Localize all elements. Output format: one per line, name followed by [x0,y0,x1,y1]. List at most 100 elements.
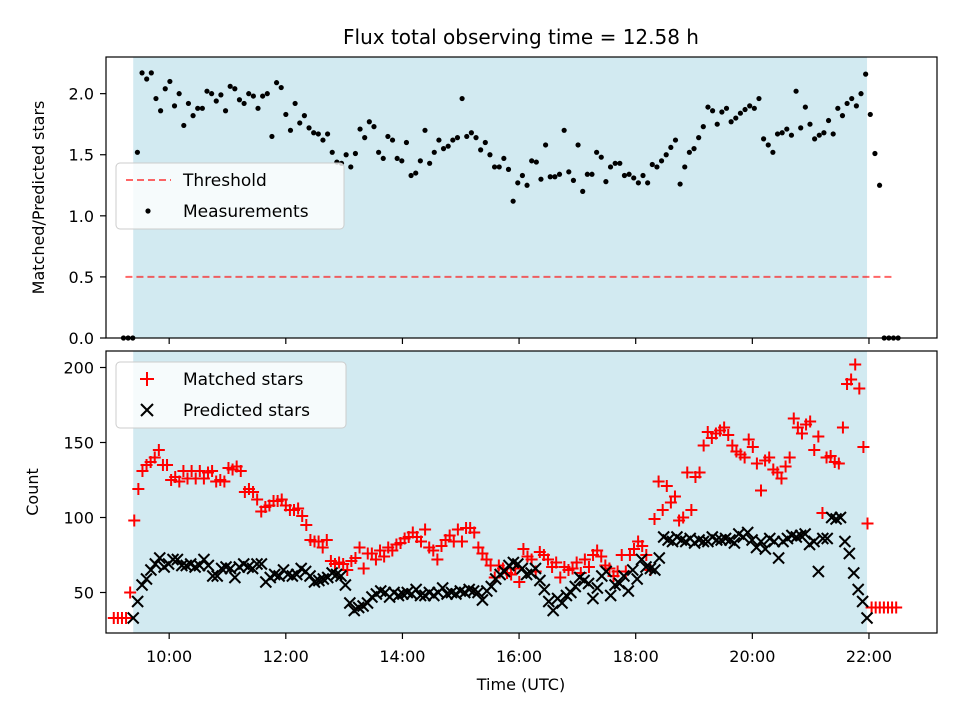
measurement-point [617,160,623,166]
x-tick-label: 20:00 [729,647,775,666]
measurement-point [195,105,201,111]
matched-star-point [738,451,751,464]
measurement-point [649,161,655,168]
matched-star-point [218,475,231,488]
legend-box [115,162,345,230]
predicted-star-point [127,611,140,625]
matched-star-point [357,562,370,575]
measurement-point [691,146,697,152]
predicted-star-point [586,592,600,605]
measurement-point [561,127,567,133]
measurement-point [575,142,581,148]
matched-star-point [677,511,690,524]
measurement-point [144,76,150,82]
matched-star-point [750,457,763,470]
measurement-point [825,117,832,124]
measurement-point [547,174,553,180]
measurement-point [348,164,354,170]
measurement-point [765,142,771,148]
measurement-point [858,91,864,97]
matched-star-point [541,553,554,566]
measurement-point [839,113,846,119]
measurement-point [427,160,433,166]
measurement-point [793,88,799,94]
measurement-point [357,126,363,132]
measurement-point [774,131,781,137]
measurement-point [241,100,247,107]
measurement-point [436,137,442,143]
measurement-point [250,93,256,99]
y-tick-label: 200 [63,359,94,378]
measurement-point [556,171,563,177]
measurement-point [533,159,539,165]
matched-star-point [292,502,305,515]
measurement-point [580,188,586,194]
matched-star-point [148,451,161,464]
y-tick-label: 0.5 [69,268,94,287]
matched-star-point [763,451,776,464]
predicted-star-point [533,574,547,587]
measurement-point [821,130,827,136]
measurement-point [658,158,665,164]
measurement-point [844,100,850,107]
measurement-point [756,95,762,102]
measurement-point [153,95,159,102]
measurement-point [816,132,822,138]
bottom-y-axis-label: Count [23,468,42,516]
measurement-point [598,154,604,160]
x-tick-label: 16:00 [496,647,542,666]
legend-label-threshold: Threshold [182,171,267,191]
matched-star-point [890,601,903,614]
measurement-point [635,180,641,186]
matched-star-point [656,504,669,516]
matched-star-point [451,523,464,536]
x-tick-label: 18:00 [613,647,659,666]
matched-star-point [353,541,366,554]
measurement-point [584,171,590,177]
predicted-star-point [630,572,644,586]
predicted-star-point [153,551,166,565]
bottom-axes-frame [105,350,938,634]
measurement-point [301,113,307,119]
predicted-star-point [591,581,604,595]
measurement-point [431,149,437,155]
measurement-point [380,155,386,162]
measurement-point [162,86,168,92]
matched-star-point [234,465,247,477]
predicted-star-point [131,595,144,608]
matched-star-point [595,550,608,563]
measurement-point [445,143,451,149]
predicted-star-point [728,536,741,550]
y-tick-label: 150 [63,434,94,453]
measurement-point [403,139,410,146]
measurement-point [408,172,414,179]
matched-star-point [251,493,264,506]
predicted-star-point [476,593,489,607]
matched-star-point [128,514,141,527]
measurement-point [440,146,447,152]
measurement-point [352,150,359,157]
measurement-point [148,70,154,76]
measurement-point [798,125,804,131]
measurement-point [218,92,224,98]
x-tick-label: 22:00 [846,647,892,666]
predicted-star-point [303,569,317,583]
top-y-axis-label: Matched/Predicted stars [29,101,48,295]
predicted-star-point [250,557,264,571]
predicted-star-point [856,595,869,608]
measurement-point [686,149,692,155]
predicted-star-point [582,577,595,590]
measurement-point [389,137,396,143]
measurement-point [515,180,521,186]
matched-star-point [722,429,735,441]
matched-star-point [853,382,866,395]
measurement-point [876,182,883,188]
y-tick-label: 0.0 [69,329,94,348]
measurement-point [640,172,646,179]
matched-star-point [316,541,329,554]
matched-star-point [718,421,731,434]
matched-star-point [836,421,849,434]
y-tick-label: 50 [74,584,94,603]
measurement-point [227,83,233,89]
matched-star-point [832,457,845,470]
